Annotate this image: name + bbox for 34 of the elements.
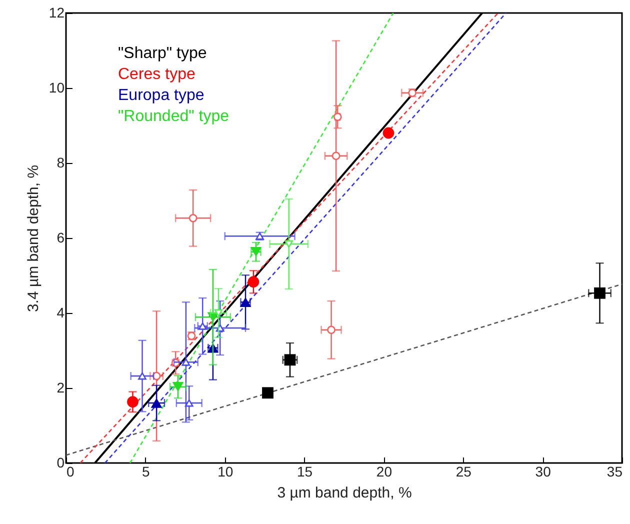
point (594, 287, 606, 299)
x-tick-label: 30 (535, 464, 552, 480)
point (327, 326, 336, 334)
text: Ceres type (118, 66, 196, 83)
y-axis-title: 3.4 µm band depth, % (24, 164, 42, 312)
y-tick-label: 4 (56, 304, 65, 320)
x-tick-label: 15 (296, 464, 313, 480)
x-tick-label: 25 (456, 464, 472, 480)
point (188, 214, 198, 222)
point (127, 396, 138, 408)
y-tick-label: 8 (56, 154, 65, 170)
text: "Rounded" type (118, 108, 230, 125)
point (138, 372, 146, 380)
text: Europa type (118, 87, 204, 104)
x-axis-title: 3 µm band depth, % (277, 484, 412, 502)
point (248, 276, 260, 288)
point (382, 127, 394, 139)
point (284, 240, 294, 248)
point (182, 358, 190, 366)
y-tick-label: 10 (48, 80, 65, 96)
point (332, 152, 340, 160)
x-tick-label: 10 (218, 464, 234, 480)
point (184, 399, 194, 407)
point (214, 309, 223, 317)
point (262, 387, 274, 399)
x-tick-label: 20 (376, 464, 392, 480)
x-tick-label: 35 (606, 464, 623, 480)
y-tick-label: 2 (56, 380, 65, 396)
point (150, 398, 162, 408)
point (172, 382, 184, 392)
x-tick-label: 5 (142, 464, 150, 480)
y-tick-label: 6 (56, 230, 65, 246)
y-tick-label: 12 (48, 4, 65, 20)
text: "Sharp" type (118, 45, 207, 62)
